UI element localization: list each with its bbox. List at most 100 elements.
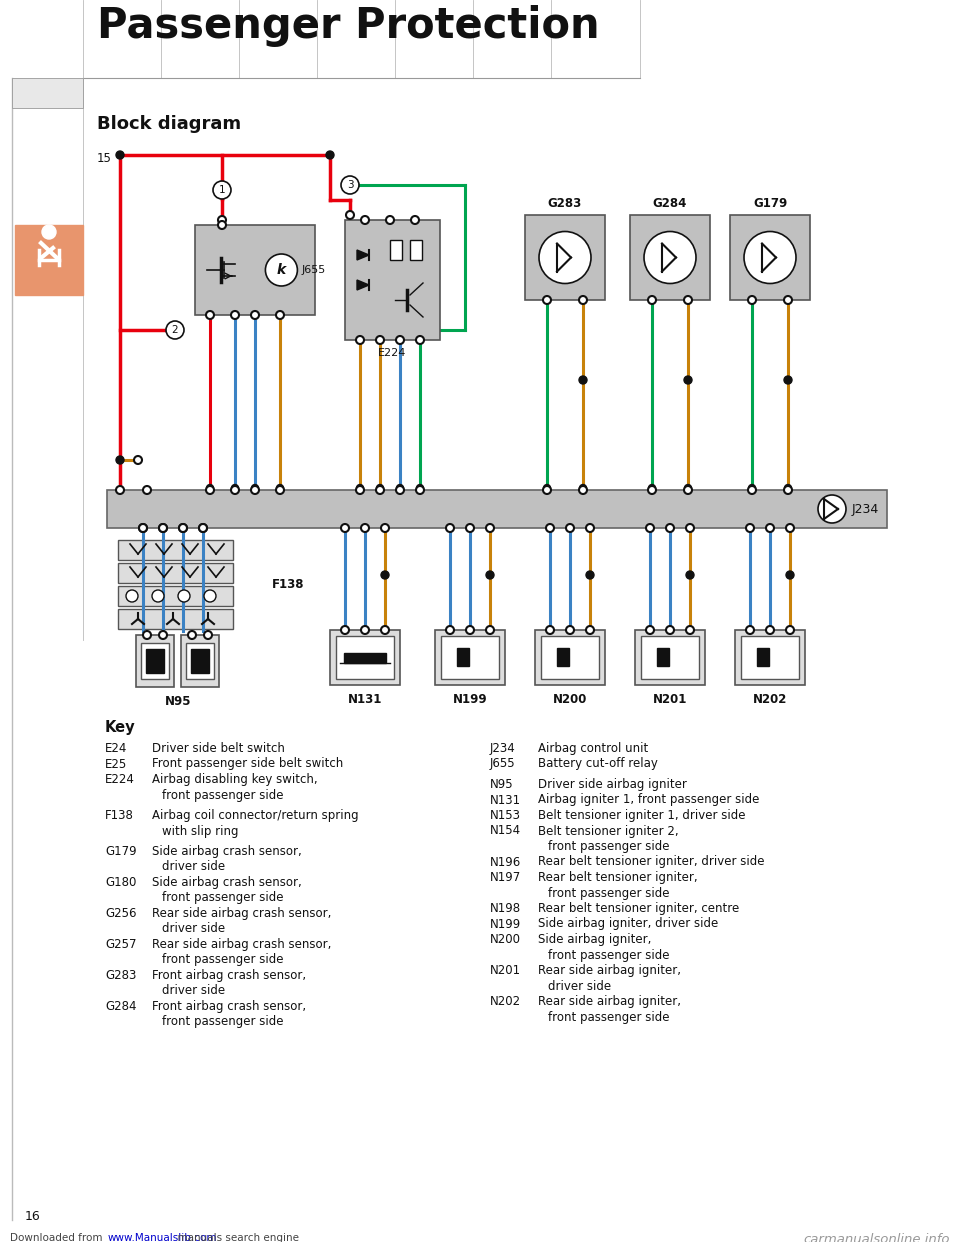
Circle shape — [396, 337, 404, 344]
Text: J655: J655 — [301, 265, 325, 274]
Circle shape — [566, 524, 574, 532]
Circle shape — [361, 524, 369, 532]
Circle shape — [179, 524, 187, 532]
Bar — [557, 647, 569, 666]
Text: front passenger side: front passenger side — [548, 840, 669, 853]
Polygon shape — [357, 279, 369, 289]
Bar — [146, 650, 164, 673]
Bar — [535, 630, 605, 686]
Circle shape — [341, 176, 359, 194]
Text: J234: J234 — [852, 503, 879, 515]
Circle shape — [361, 626, 369, 633]
Circle shape — [204, 631, 212, 638]
Circle shape — [356, 337, 364, 344]
Text: Block diagram: Block diagram — [97, 116, 241, 133]
Text: www.Manualslib.com: www.Manualslib.com — [108, 1233, 218, 1242]
Bar — [118, 540, 233, 560]
Circle shape — [746, 524, 754, 532]
Text: k: k — [276, 263, 286, 277]
Text: Airbag disabling key switch,: Airbag disabling key switch, — [152, 773, 318, 786]
Circle shape — [784, 376, 792, 384]
Bar — [107, 491, 887, 528]
Circle shape — [231, 484, 238, 492]
Circle shape — [206, 484, 213, 492]
Circle shape — [543, 484, 550, 492]
Text: front passenger side: front passenger side — [162, 789, 283, 801]
Text: front passenger side: front passenger side — [548, 1011, 669, 1023]
Text: Rear side airbag igniter,: Rear side airbag igniter, — [538, 964, 681, 977]
Circle shape — [744, 231, 796, 283]
Text: Side airbag crash sensor,: Side airbag crash sensor, — [152, 876, 301, 889]
Circle shape — [204, 590, 216, 602]
Circle shape — [386, 216, 394, 224]
Text: N202: N202 — [490, 995, 521, 1009]
Circle shape — [199, 524, 207, 532]
Text: front passenger side: front passenger side — [162, 954, 283, 966]
Circle shape — [341, 524, 349, 532]
Circle shape — [376, 484, 383, 492]
Circle shape — [543, 486, 551, 494]
Circle shape — [251, 310, 259, 319]
Text: E25: E25 — [105, 758, 128, 770]
Bar — [118, 586, 233, 606]
Text: Front airbag crash sensor,: Front airbag crash sensor, — [152, 969, 306, 982]
Circle shape — [686, 626, 694, 633]
Bar — [757, 647, 769, 666]
Text: N202: N202 — [753, 693, 787, 705]
Circle shape — [116, 456, 124, 465]
Circle shape — [159, 631, 167, 638]
Circle shape — [818, 496, 846, 523]
Text: N154: N154 — [490, 825, 521, 837]
Text: 3: 3 — [347, 180, 353, 190]
Text: N200: N200 — [553, 693, 588, 705]
Text: N95: N95 — [490, 777, 514, 791]
Circle shape — [466, 626, 474, 633]
Text: Airbag igniter 1, front passenger side: Airbag igniter 1, front passenger side — [538, 794, 759, 806]
Circle shape — [784, 484, 791, 492]
Bar — [435, 630, 505, 686]
Circle shape — [579, 486, 587, 494]
Circle shape — [766, 626, 774, 633]
Circle shape — [784, 296, 792, 304]
Circle shape — [188, 631, 196, 638]
Circle shape — [543, 296, 551, 304]
Bar — [12, 78, 83, 108]
Circle shape — [213, 181, 231, 199]
Circle shape — [786, 626, 794, 633]
Circle shape — [159, 524, 167, 532]
Circle shape — [116, 486, 124, 494]
Circle shape — [396, 484, 403, 492]
Circle shape — [126, 590, 138, 602]
Circle shape — [546, 524, 554, 532]
Text: 16: 16 — [25, 1210, 40, 1223]
Text: G179: G179 — [105, 845, 136, 858]
Circle shape — [586, 571, 594, 579]
Circle shape — [381, 524, 389, 532]
Circle shape — [684, 376, 692, 384]
Bar — [735, 630, 805, 686]
Circle shape — [446, 626, 454, 633]
Polygon shape — [357, 250, 369, 260]
Bar — [181, 635, 219, 687]
Text: F138: F138 — [105, 809, 133, 822]
Text: Rear belt tensioner igniter, centre: Rear belt tensioner igniter, centre — [538, 902, 739, 915]
Bar — [410, 240, 422, 260]
Bar — [730, 215, 810, 301]
Text: with slip ring: with slip ring — [162, 825, 238, 837]
Circle shape — [580, 484, 587, 492]
Circle shape — [646, 626, 654, 633]
Circle shape — [766, 524, 774, 532]
Circle shape — [586, 524, 594, 532]
Circle shape — [276, 310, 284, 319]
Text: J655: J655 — [490, 758, 516, 770]
Circle shape — [199, 524, 207, 532]
Text: Airbag control unit: Airbag control unit — [538, 741, 648, 755]
Text: N131: N131 — [348, 693, 382, 705]
Circle shape — [218, 216, 226, 224]
Text: Passenger Protection: Passenger Protection — [97, 5, 600, 47]
Bar — [630, 215, 710, 301]
Circle shape — [786, 524, 794, 532]
Text: 15: 15 — [97, 152, 112, 164]
Text: front passenger side: front passenger side — [162, 892, 283, 904]
Text: E24: E24 — [105, 741, 128, 755]
